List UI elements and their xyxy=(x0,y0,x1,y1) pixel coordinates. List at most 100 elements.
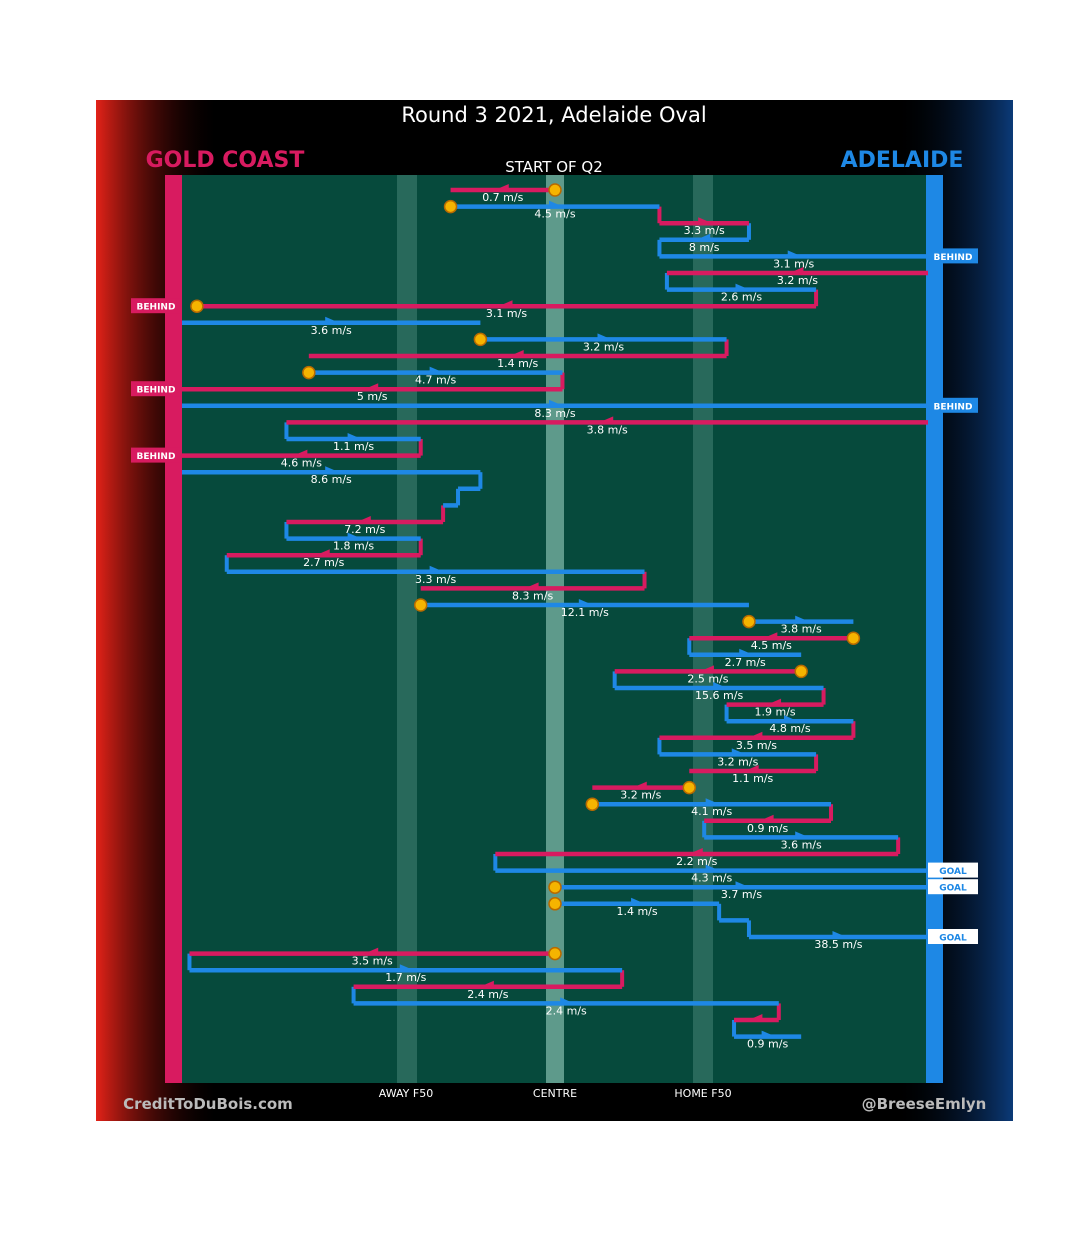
speed-label: 8.3 m/s xyxy=(512,589,553,602)
away-f50-line xyxy=(397,175,417,1083)
direction-arrow xyxy=(293,449,308,457)
speed-label: 2.7 m/s xyxy=(725,656,766,669)
direction-arrow xyxy=(356,516,371,523)
goal-label: GOAL xyxy=(939,884,967,894)
turnover-marker xyxy=(548,880,562,894)
direction-arrow xyxy=(364,947,379,955)
speed-label: 1.7 m/s xyxy=(385,971,426,984)
direction-arrow xyxy=(632,781,647,789)
direction-arrow xyxy=(578,599,593,606)
speed-label: 1.4 m/s xyxy=(497,357,538,370)
direction-arrow xyxy=(347,433,362,440)
speed-label: 2.6 m/s xyxy=(721,291,762,304)
direction-arrow xyxy=(759,814,774,822)
direction-arrow xyxy=(494,184,509,191)
away-team-label: GOLD COAST xyxy=(146,148,305,173)
direction-arrow xyxy=(731,748,746,756)
speed-label: 3.2 m/s xyxy=(620,789,661,802)
speed-label: 1.1 m/s xyxy=(732,772,773,785)
home-team-label: ADELAIDE xyxy=(841,148,964,173)
direction-arrow xyxy=(783,715,798,723)
direction-arrow xyxy=(599,416,614,424)
speed-label: 3.2 m/s xyxy=(777,274,818,287)
speed-label: 3.5 m/s xyxy=(352,955,393,968)
speed-label: 8 m/s xyxy=(689,241,720,254)
behind-label: BEHIND xyxy=(137,386,176,396)
goal-badge xyxy=(928,929,978,944)
direction-arrow xyxy=(748,731,763,739)
direction-arrow xyxy=(498,300,513,308)
speed-label: 3.2 m/s xyxy=(583,340,624,353)
goal-badge xyxy=(928,879,978,895)
speed-label: 4.5 m/s xyxy=(751,639,792,652)
direction-arrow xyxy=(696,233,711,241)
speed-label: 1.1 m/s xyxy=(333,440,374,453)
speed-label: 4.1 m/s xyxy=(691,805,732,818)
direction-arrow xyxy=(795,831,810,839)
speed-label: 0.9 m/s xyxy=(747,1038,788,1051)
behind-label: BEHIND xyxy=(934,402,973,412)
speed-label: 5 m/s xyxy=(357,390,388,403)
direction-arrow xyxy=(509,350,524,357)
speed-label: 2.4 m/s xyxy=(546,1004,587,1017)
turnover-marker xyxy=(443,199,458,214)
turnover-marker xyxy=(794,664,808,679)
chart-title: Round 3 2021, Adelaide Oval xyxy=(401,103,706,127)
direction-arrow xyxy=(524,582,539,590)
speed-label: 7.2 m/s xyxy=(344,523,385,536)
direction-arrow xyxy=(713,682,728,689)
behind-badge xyxy=(928,397,978,413)
speed-label: 3.1 m/s xyxy=(773,257,814,270)
direction-arrow xyxy=(347,532,362,540)
speed-label: 2.2 m/s xyxy=(676,855,717,868)
speed-label: 3.5 m/s xyxy=(736,739,777,752)
direction-arrow xyxy=(631,897,646,905)
turnover-marker xyxy=(413,598,428,612)
goal-label: GOAL xyxy=(939,934,967,944)
turnover-marker xyxy=(190,299,204,313)
speed-label: 3.1 m/s xyxy=(486,307,527,320)
speed-label: 4.3 m/s xyxy=(691,872,732,885)
behind-label: BEHIND xyxy=(137,303,176,313)
speed-label: 4.5 m/s xyxy=(534,208,575,221)
chart-subtitle: START OF Q2 xyxy=(505,158,603,176)
speed-label: 0.7 m/s xyxy=(482,191,523,204)
speed-label: 2.5 m/s xyxy=(687,672,728,685)
direction-arrow xyxy=(744,765,759,772)
direction-arrow xyxy=(705,798,720,806)
speed-label: 1.4 m/s xyxy=(616,905,657,918)
behind-badge xyxy=(131,447,181,463)
speed-label: 3.6 m/s xyxy=(311,324,352,337)
direction-arrow xyxy=(315,549,330,557)
speed-label: 4.8 m/s xyxy=(769,722,810,735)
direction-arrow xyxy=(789,267,804,274)
goal-label: GOAL xyxy=(939,867,967,877)
speed-label: 8.6 m/s xyxy=(311,473,352,486)
direction-arrow xyxy=(735,881,750,889)
speed-label: 38.5 m/s xyxy=(814,938,862,951)
speed-label: 3.6 m/s xyxy=(781,838,822,851)
direction-arrow xyxy=(787,250,802,258)
behind-badge xyxy=(131,381,181,397)
x-tick-away-f50: AWAY F50 xyxy=(379,1087,433,1100)
turnover-marker xyxy=(585,797,600,811)
speed-label: 3.7 m/s xyxy=(721,888,762,901)
adelaide-goal-line xyxy=(926,175,943,1083)
direction-arrow xyxy=(832,931,847,938)
speed-label: 1.8 m/s xyxy=(333,540,374,553)
turnover-marker xyxy=(473,332,488,347)
direction-arrow xyxy=(429,366,444,374)
speed-label: 2.7 m/s xyxy=(303,556,344,569)
speed-label: 4.7 m/s xyxy=(415,374,456,387)
direction-arrow xyxy=(560,997,575,1005)
speed-label: 2.4 m/s xyxy=(467,988,508,1001)
speed-label: 15.6 m/s xyxy=(695,689,743,702)
speed-label: 3.2 m/s xyxy=(717,755,758,768)
direction-arrow xyxy=(795,615,810,623)
speed-label: 3.8 m/s xyxy=(587,423,628,436)
behind-badge xyxy=(928,248,978,264)
home-f50-line xyxy=(693,175,713,1083)
direction-arrow xyxy=(549,200,563,208)
direction-arrow xyxy=(364,383,379,391)
